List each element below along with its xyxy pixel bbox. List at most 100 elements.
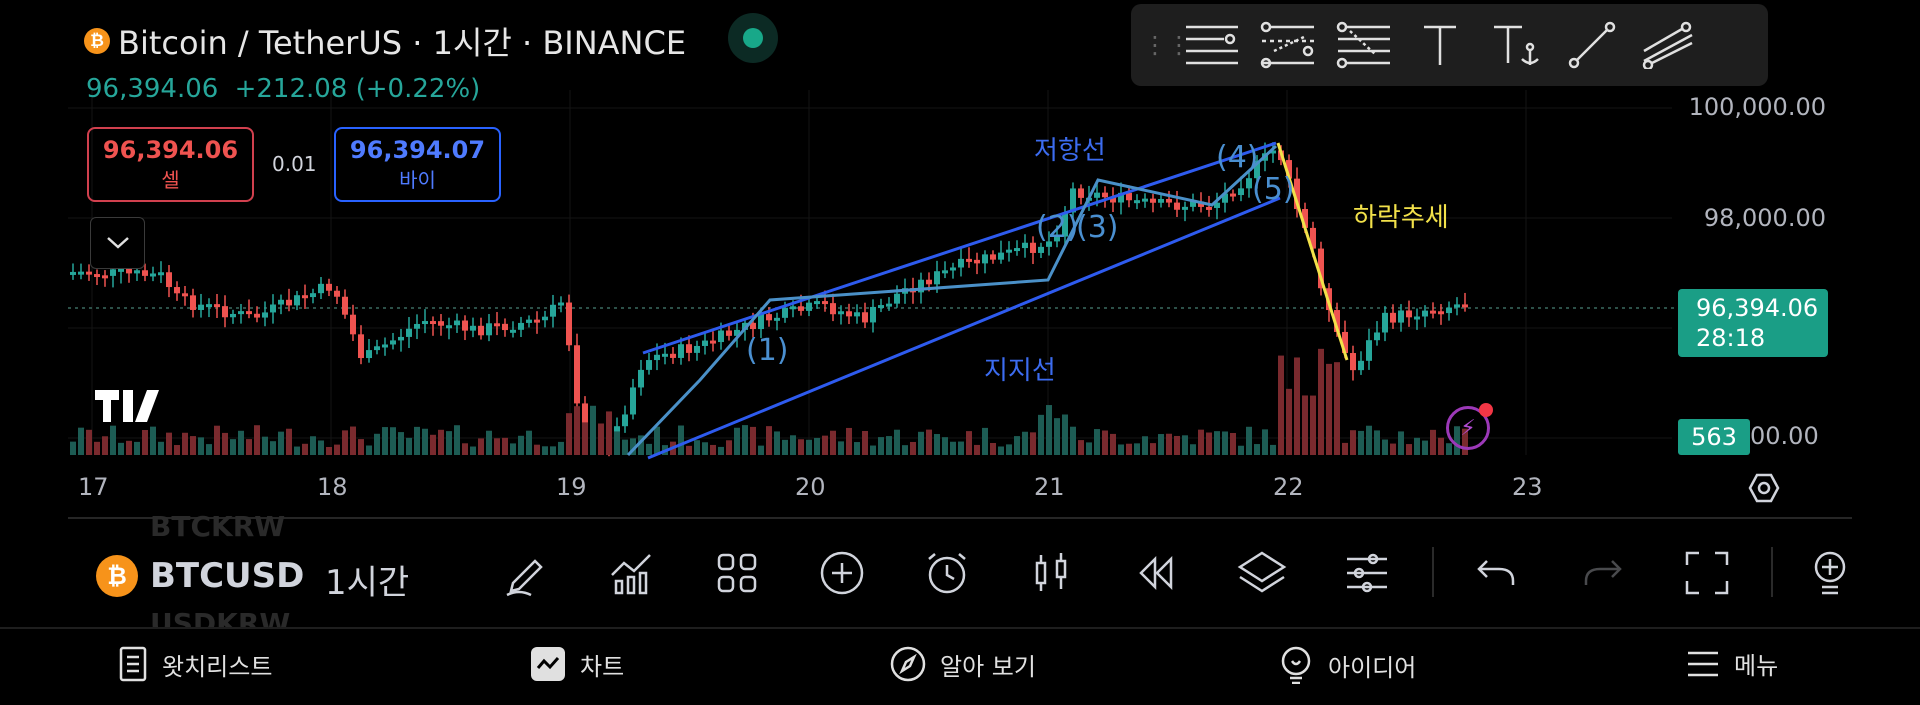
fib-extension-tool[interactable] xyxy=(1333,14,1395,76)
current-price: 96,394.06 xyxy=(1696,294,1819,322)
fullscreen-button[interactable] xyxy=(1677,543,1737,603)
text-icon xyxy=(1424,25,1456,65)
anchored-text-tool[interactable] xyxy=(1485,14,1547,76)
volume-bar xyxy=(1246,426,1252,455)
add-button[interactable] xyxy=(812,543,872,603)
candle-body xyxy=(126,268,132,274)
chart-settings-button[interactable] xyxy=(1748,472,1780,504)
candle-body xyxy=(478,325,484,336)
volume-bar xyxy=(510,443,516,455)
nav-watchlist[interactable]: 왓치리스트 xyxy=(118,646,272,682)
candle-body xyxy=(934,271,940,285)
candle-body xyxy=(398,336,404,341)
candle-body xyxy=(438,321,444,326)
candle-body xyxy=(1310,227,1316,249)
volume-bar xyxy=(406,437,412,455)
volume-bar xyxy=(902,445,908,455)
volume-bar xyxy=(1382,439,1388,455)
candle-body xyxy=(1390,312,1396,323)
interval-selector[interactable]: 1시간 xyxy=(325,563,410,603)
volume-bar xyxy=(574,406,580,455)
candle-body xyxy=(1366,340,1372,361)
candle-body xyxy=(230,313,236,318)
volume-bar xyxy=(1398,431,1404,455)
chevron-down-icon xyxy=(106,237,129,249)
volume-bar xyxy=(998,446,1004,455)
candle-body xyxy=(1270,150,1276,154)
candle-body xyxy=(1422,310,1428,317)
nav-ideas[interactable]: 아이디어 xyxy=(1278,646,1416,684)
candle-body xyxy=(1334,310,1340,332)
volume-bar xyxy=(126,440,132,455)
candle-body xyxy=(318,283,324,294)
lightbulb-icon xyxy=(1281,646,1311,684)
indicators-button[interactable] xyxy=(602,543,662,603)
candle-body xyxy=(1182,206,1188,210)
layout-button[interactable] xyxy=(707,543,767,603)
volume-bar xyxy=(1326,363,1332,455)
price-summary: 96,394.06 +212.08 (+0.22%) xyxy=(86,74,480,104)
horizontal-lines-tool[interactable] xyxy=(1181,14,1243,76)
fib-retracement-tool[interactable] xyxy=(1257,14,1319,76)
live-status-button[interactable] xyxy=(728,13,778,63)
buy-button[interactable]: 96,394.07 바이 xyxy=(334,127,501,202)
alerts-button[interactable]: ⚡ xyxy=(1446,403,1493,450)
candle-body xyxy=(1006,249,1012,253)
volume-bar xyxy=(294,446,300,455)
volume-bar xyxy=(1310,395,1316,455)
nav-chart[interactable]: 차트 xyxy=(530,646,624,682)
layers-button[interactable] xyxy=(1232,543,1292,603)
resistance-line xyxy=(642,141,1277,355)
volume-axis-label: 00.00 xyxy=(1750,422,1819,450)
volume-bar xyxy=(1206,432,1212,455)
redo-button[interactable] xyxy=(1572,543,1632,603)
nav-explore[interactable]: 알아 보기 xyxy=(890,646,1036,682)
idea-add-button[interactable] xyxy=(1800,543,1860,603)
volume-bar xyxy=(910,441,916,455)
chart-type-button[interactable] xyxy=(1022,543,1082,603)
candle-body xyxy=(1126,192,1132,201)
replay-button[interactable] xyxy=(1127,543,1187,603)
candle-body xyxy=(630,387,636,415)
candle-body xyxy=(1230,193,1236,197)
candle-body xyxy=(182,293,188,297)
volume-bar xyxy=(238,430,244,455)
candle-body xyxy=(654,354,660,361)
candle-body xyxy=(1406,310,1412,318)
fib-extension-icon xyxy=(1336,21,1390,69)
candle-body xyxy=(894,293,900,304)
candle-body xyxy=(1254,160,1260,179)
alert-button[interactable] xyxy=(917,543,977,603)
candle-body xyxy=(518,322,524,330)
volume-bar xyxy=(182,432,188,455)
volume-bar xyxy=(166,432,172,455)
symbol-header[interactable]: ₿ Bitcoin / TetherUS · 1시간 · BINANCE xyxy=(84,18,686,64)
candle-body xyxy=(470,325,476,331)
volume-bar xyxy=(1230,432,1236,455)
candle-body xyxy=(958,258,964,268)
collapse-button[interactable] xyxy=(90,217,145,269)
volume-bar xyxy=(1014,436,1020,455)
drawing-tools-button[interactable] xyxy=(497,543,557,603)
volume-bar xyxy=(1046,405,1052,455)
parallel-channel-tool[interactable] xyxy=(1637,14,1699,76)
drag-handle-icon[interactable]: ⋮⋮ xyxy=(1143,31,1191,59)
undo-button[interactable] xyxy=(1467,543,1527,603)
candle-body xyxy=(1062,212,1068,237)
candle-body xyxy=(806,302,812,311)
symbol-title[interactable]: Bitcoin / TetherUS · 1시간 · BINANCE xyxy=(118,24,687,62)
volume-bar xyxy=(1254,444,1260,455)
text-tool[interactable] xyxy=(1409,14,1471,76)
chart-square-icon xyxy=(531,647,565,681)
candle-body xyxy=(1142,198,1148,202)
sell-button[interactable]: 96,394.06 셀 xyxy=(87,127,254,202)
nav-menu[interactable]: 메뉴 xyxy=(1686,646,1778,681)
volume-bar xyxy=(966,431,972,455)
symbol-selector[interactable]: ₿ BTCUSD xyxy=(96,555,304,597)
trend-line-tool[interactable] xyxy=(1561,14,1623,76)
volume-bar xyxy=(710,444,716,455)
volume-bar xyxy=(742,425,748,455)
volume-bar xyxy=(222,432,228,455)
chart-settings-sliders-button[interactable] xyxy=(1337,543,1397,603)
